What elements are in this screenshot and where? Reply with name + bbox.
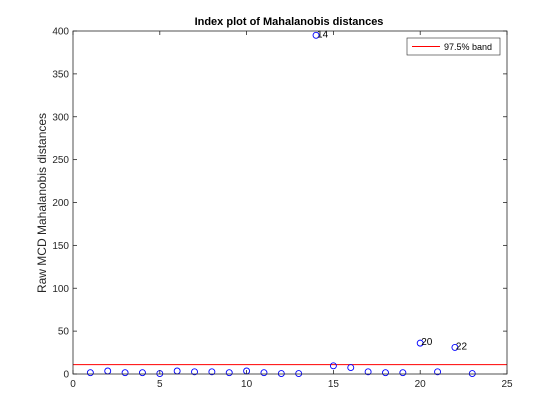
y-tick-label: 400	[52, 27, 69, 38]
y-tick-label: 350	[52, 69, 69, 80]
data-point	[364, 368, 372, 376]
data-point	[191, 368, 198, 376]
y-tick-label: 0	[63, 370, 69, 381]
data-point	[295, 370, 303, 378]
data-point	[382, 369, 389, 377]
point-annotation: 14	[317, 29, 329, 40]
x-axis: 0 5 10 15 20 25	[70, 31, 513, 390]
point-annotation: 20	[421, 337, 433, 348]
data-point	[347, 364, 355, 372]
data-point	[121, 369, 129, 377]
x-tick-label: 20	[415, 379, 427, 390]
data-point	[416, 339, 424, 347]
x-tick-label: 25	[501, 379, 513, 390]
legend-band-label: 97.5% band	[444, 42, 492, 52]
legend: 97.5% band	[406, 37, 501, 56]
data-point	[312, 31, 320, 39]
data-point	[86, 369, 94, 377]
y-axis: 0 50 100 150 200 250 300 350 400	[52, 27, 507, 381]
data-point	[260, 369, 268, 377]
x-tick-label: 0	[70, 379, 76, 390]
data-point	[208, 368, 216, 376]
plot-area	[73, 31, 507, 374]
y-tick-label: 100	[52, 284, 69, 295]
point-annotation: 22	[456, 341, 468, 352]
annotation-layer: 14 20 22	[317, 29, 467, 352]
chart-title: Index plot of Mahalanobis distances	[195, 16, 384, 28]
data-point	[399, 369, 407, 377]
y-tick-label: 250	[52, 155, 69, 166]
data-point	[225, 369, 233, 377]
data-point	[434, 368, 442, 376]
data-point	[138, 369, 146, 377]
points-layer	[86, 31, 476, 378]
y-tick-label: 300	[52, 112, 69, 123]
y-tick-label: 150	[52, 241, 69, 252]
data-point	[277, 370, 285, 378]
x-tick-label: 15	[328, 379, 340, 390]
x-tick-label: 10	[241, 379, 253, 390]
x-tick-label: 5	[157, 379, 163, 390]
y-tick-label: 50	[58, 327, 70, 338]
data-point	[468, 370, 476, 378]
y-tick-label: 200	[52, 198, 69, 209]
legend-box	[406, 37, 501, 56]
data-point	[451, 343, 459, 351]
data-point	[329, 362, 337, 370]
y-axis-label: Raw MCD Mahalanobis distances	[35, 113, 49, 293]
